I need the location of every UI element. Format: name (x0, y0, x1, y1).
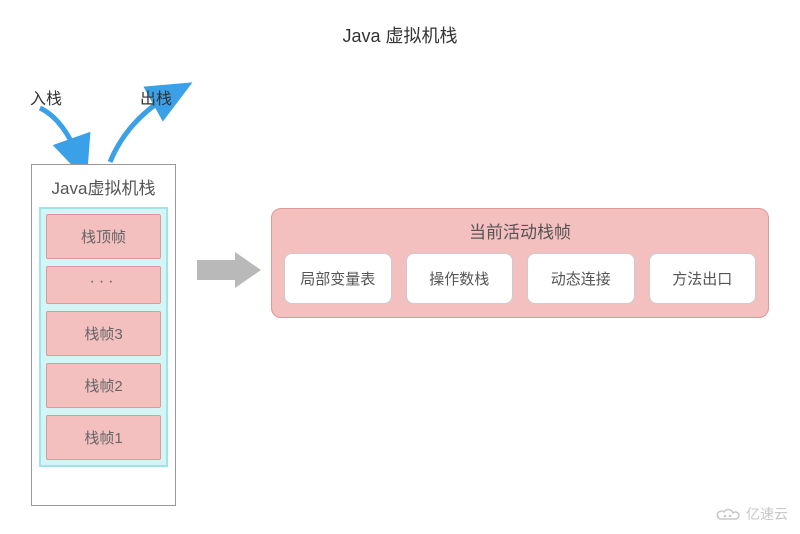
active-frame-cells: 局部变量表 操作数栈 动态连接 方法出口 (284, 253, 756, 304)
stack-arrows: 入栈 出栈 (20, 70, 220, 170)
watermark-text: 亿速云 (746, 504, 788, 524)
cell-return-addr: 方法出口 (649, 253, 757, 304)
jvm-stack-title: Java虚拟机栈 (32, 165, 175, 207)
stack-frame: 栈帧2 (46, 363, 161, 408)
link-arrow (195, 250, 265, 295)
cell-dynamic-link: 动态连接 (527, 253, 635, 304)
stack-frame: 栈帧3 (46, 311, 161, 356)
stack-frame-ellipsis: ··· (46, 266, 161, 304)
jvm-stack-box: Java虚拟机栈 栈顶帧 ··· 栈帧3 栈帧2 栈帧1 (31, 164, 176, 506)
active-frame-title: 当前活动栈帧 (284, 218, 756, 243)
cloud-icon (715, 506, 741, 522)
pop-label: 出栈 (140, 85, 172, 109)
diagram-title: Java 虚拟机栈 (0, 22, 800, 48)
push-label: 入栈 (30, 85, 62, 109)
stack-frame: 栈顶帧 (46, 214, 161, 259)
cell-operand-stack: 操作数栈 (406, 253, 514, 304)
active-frame-box: 当前活动栈帧 局部变量表 操作数栈 动态连接 方法出口 (271, 208, 769, 318)
stack-frame: 栈帧1 (46, 415, 161, 460)
watermark: 亿速云 (715, 504, 788, 524)
cell-local-vars: 局部变量表 (284, 253, 392, 304)
stack-frames-container: 栈顶帧 ··· 栈帧3 栈帧2 栈帧1 (39, 207, 168, 467)
